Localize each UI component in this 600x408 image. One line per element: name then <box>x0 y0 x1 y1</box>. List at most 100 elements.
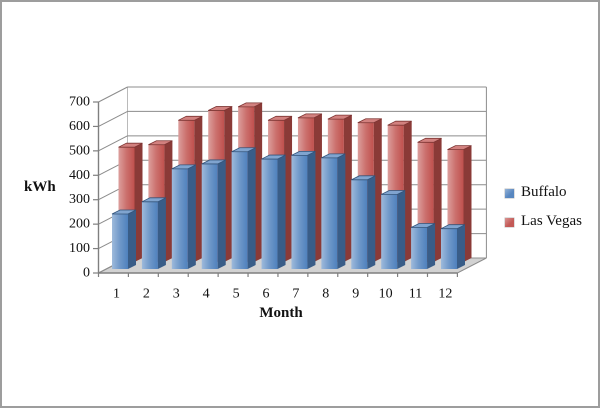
x-axis-title: Month <box>259 305 303 321</box>
bar-buffalo-month-5 <box>231 147 256 269</box>
bar-top-face <box>208 106 233 111</box>
bar-top-face <box>440 224 466 230</box>
bar-top-face <box>118 142 143 148</box>
legend-item-buffalo: Buffalo <box>505 184 582 201</box>
y-tick-label: 300 <box>69 192 90 207</box>
bar-top-face <box>141 197 167 203</box>
bar-side-face <box>307 151 316 269</box>
bar-front-face <box>381 194 398 269</box>
bar-side-face <box>277 155 286 269</box>
y-axis-title: kWh <box>24 179 56 195</box>
legend-label-buffalo: Buffalo <box>521 184 567 200</box>
bar-buffalo-month-10 <box>380 190 406 269</box>
bar-buffalo-month-11 <box>410 223 436 269</box>
x-tick-label: 3 <box>173 287 180 302</box>
bar-buffalo-month-8 <box>321 153 346 269</box>
legend: Buffalo Las Vegas <box>505 184 582 230</box>
legend-marker-las-vegas-icon <box>505 217 514 227</box>
bar-buffalo-month-3 <box>171 164 196 269</box>
bar-front-face <box>411 227 428 269</box>
bar-side-face <box>463 145 472 262</box>
bar-front-face <box>141 201 158 269</box>
x-tick-label: 9 <box>352 287 359 302</box>
legend-label-las-vegas: Las Vegas <box>521 213 582 229</box>
x-tick-label: 8 <box>322 287 329 302</box>
bar-top-face <box>321 153 346 159</box>
bar-top-face <box>201 159 226 165</box>
gridline-slant <box>98 86 128 103</box>
bar-side-face <box>337 153 346 269</box>
bar-top-face <box>417 137 442 143</box>
bar-side-face <box>157 197 166 269</box>
legend-marker-buffalo-icon <box>505 188 514 198</box>
y-tick-label: 200 <box>69 217 90 232</box>
y-tick-label: 400 <box>69 168 90 183</box>
bar-front-face <box>201 163 218 269</box>
bar-buffalo-month-12 <box>440 224 466 269</box>
legend-item-las-vegas: Las Vegas <box>505 213 582 230</box>
bar-side-face <box>224 106 233 263</box>
x-tick-label: 12 <box>438 287 452 302</box>
bar-side-face <box>134 143 143 262</box>
bar-side-face <box>217 159 226 269</box>
gridline-slant <box>98 135 128 152</box>
y-tick-label: 100 <box>69 241 90 256</box>
bar-top-face <box>111 209 137 215</box>
bar-buffalo-month-7 <box>291 151 316 269</box>
bar-top-face <box>357 118 382 124</box>
bar-front-face <box>261 159 278 269</box>
bar-front-face <box>171 168 188 269</box>
x-tick-label: 6 <box>262 287 269 302</box>
y-tick-label: 0 <box>83 266 90 281</box>
bar-front-face <box>231 151 248 269</box>
y-tick-label: 500 <box>69 143 90 158</box>
bar-top-face <box>297 113 323 119</box>
bar-side-face <box>403 121 412 262</box>
bar-front-face <box>291 155 308 269</box>
bar-side-face <box>343 115 352 262</box>
bar-side-face <box>187 164 196 269</box>
bar-top-face <box>380 190 406 195</box>
bar-top-face <box>148 140 173 146</box>
bar-side-face <box>433 138 442 262</box>
x-tick-label: 4 <box>203 287 210 302</box>
y-tick-label: 600 <box>69 119 90 134</box>
bar-top-face <box>447 145 472 151</box>
bar-side-face <box>254 102 263 262</box>
bar-buffalo-month-4 <box>201 159 226 269</box>
bar-top-face <box>267 115 293 121</box>
bar-top-face <box>291 151 316 156</box>
bar-top-face <box>261 154 286 160</box>
bar-top-face <box>171 164 196 170</box>
bar-top-face <box>351 175 376 181</box>
bar-side-face <box>194 116 203 262</box>
gridline-slant <box>98 110 128 127</box>
bar-top-face <box>231 147 256 153</box>
bar-buffalo-month-9 <box>351 175 376 269</box>
bar-buffalo-month-2 <box>141 197 167 269</box>
bar-top-face <box>237 102 263 108</box>
bar-front-face <box>112 214 128 269</box>
y-tick-label: 700 <box>69 95 90 110</box>
bar-side-face <box>367 175 376 269</box>
x-tick-label: 11 <box>409 287 422 302</box>
bar-side-face <box>427 223 436 269</box>
bar-top-face <box>387 120 412 126</box>
bar-side-face <box>373 118 382 262</box>
bar-front-face <box>351 179 368 269</box>
x-tick-label: 7 <box>292 287 299 302</box>
x-tick-label: 10 <box>379 287 393 302</box>
bar-side-face <box>164 140 173 262</box>
bar-buffalo-month-6 <box>261 154 286 269</box>
bar-side-face <box>284 116 293 262</box>
bar-front-face <box>440 228 457 269</box>
bar-side-face <box>313 113 322 262</box>
bar-top-face <box>410 223 436 228</box>
bar-top-face <box>178 115 203 121</box>
bar-side-face <box>397 190 406 269</box>
bar-side-face <box>247 147 256 269</box>
bar-front-face <box>321 157 338 269</box>
bar-side-face <box>456 224 465 269</box>
